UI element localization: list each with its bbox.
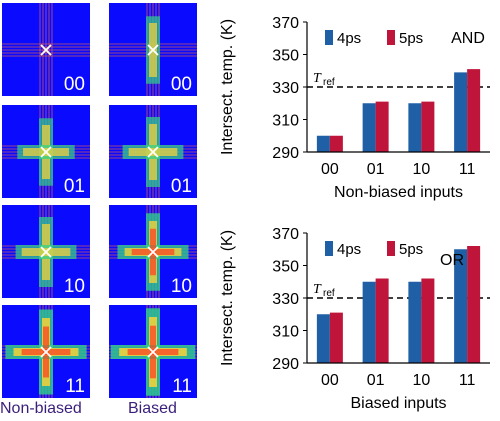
heat-cross-graphic [109,205,197,298]
bar-4ps-11 [454,249,468,363]
y-axis-label: Intersect. temp. (K) [219,19,236,155]
y-tick-label: 290 [272,356,299,373]
gate-label: OR [440,252,464,269]
heatmap-panels: 00 00 01 01 10 10 11 11 Non-biased Biase… [0,0,210,421]
bar-5ps-10 [421,278,435,363]
heat-cross-graphic [109,105,197,198]
x-tick-label: 01 [367,372,385,389]
heat-cross-graphic [2,205,90,298]
x-tick-label: 00 [321,161,339,178]
intersection-mark [147,44,159,56]
legend-swatch [387,241,395,256]
heat-cross-graphic [109,305,197,398]
y-tick-label: 310 [272,113,299,130]
panel-label: 01 [170,176,192,197]
gate-label: AND [451,30,485,47]
panel-label: 00 [63,74,85,95]
bar-4ps-10 [408,281,422,363]
bar-5ps-01 [375,278,389,363]
bar-5ps-11 [467,246,481,363]
y-tick-label: 290 [272,145,299,162]
intersection-mark [40,146,52,158]
legend-label: 5ps [399,241,423,258]
bar-4ps-01 [362,103,376,152]
heatmap-biased-01: 01 [109,105,197,198]
y-tick-label: 350 [272,48,299,65]
legend-swatch [325,241,333,256]
x-tick-label: 01 [367,161,385,178]
legend-label: 5ps [399,30,423,47]
bar-4ps-11 [454,72,468,152]
heatmap-nonbiased-10: 10 [2,205,90,298]
x-axis-label: Biased inputs [350,395,446,412]
heatmap-biased-10: 10 [109,205,197,298]
biased-column-label: Biased [128,400,177,417]
ref-subscript: ref [323,288,335,299]
ref-label: T [313,71,322,86]
y-tick-label: 330 [272,291,299,308]
bar-4ps-00 [316,314,330,363]
intersection-mark [147,246,159,258]
intersection-mark [147,346,159,358]
x-tick-label: 10 [412,372,430,389]
panel-label: 11 [172,376,192,397]
heatmap-nonbiased-01: 01 [2,105,90,198]
legend-swatch [325,30,333,45]
heat-cross-graphic [2,305,90,398]
y-tick-label: 310 [272,324,299,341]
intersection-mark [147,146,159,158]
legend-label: 4ps [337,30,361,47]
y-tick-label: 370 [272,226,299,243]
legend-swatch [387,30,395,45]
panel-label: 11 [65,376,85,397]
x-tick-label: 10 [412,161,430,178]
y-axis-label: Intersect. temp. (K) [219,230,236,366]
x-tick-label: 11 [459,161,476,178]
heatmap-biased-00: 00 [109,3,197,96]
ref-label: T [313,282,322,297]
heat-cross-graphic [109,3,197,96]
nonbiased-column-label: Non-biased [0,400,82,417]
intersection-mark [40,346,52,358]
bar-5ps-01 [375,101,389,152]
panel-label: 00 [170,74,192,95]
heatmap-nonbiased-00: 00 [2,3,90,96]
panel-label: 10 [63,276,85,297]
legend-label: 4ps [337,241,361,258]
y-tick-label: 330 [272,80,299,97]
x-axis-label: Non-biased inputs [334,184,463,201]
bar-4ps-10 [408,103,422,152]
bar-5ps-11 [467,69,481,152]
heatmap-biased-11: 11 [109,305,197,398]
heat-cross-graphic [2,3,90,96]
intersection-mark [40,44,52,56]
x-tick-label: 00 [321,372,339,389]
intersection-mark [40,246,52,258]
bar-5ps-00 [329,312,343,363]
y-tick-label: 370 [272,15,299,32]
ref-subscript: ref [323,77,335,88]
panel-label: 10 [170,276,192,297]
heatmap-nonbiased-11: 11 [2,305,90,398]
panel-label: 01 [63,176,85,197]
bar-4ps-00 [316,135,330,152]
bar-4ps-01 [362,281,376,363]
x-tick-label: 11 [459,372,476,389]
bar-5ps-10 [421,101,435,152]
y-tick-label: 350 [272,259,299,276]
heat-cross-graphic [2,105,90,198]
bar-5ps-00 [329,135,343,152]
